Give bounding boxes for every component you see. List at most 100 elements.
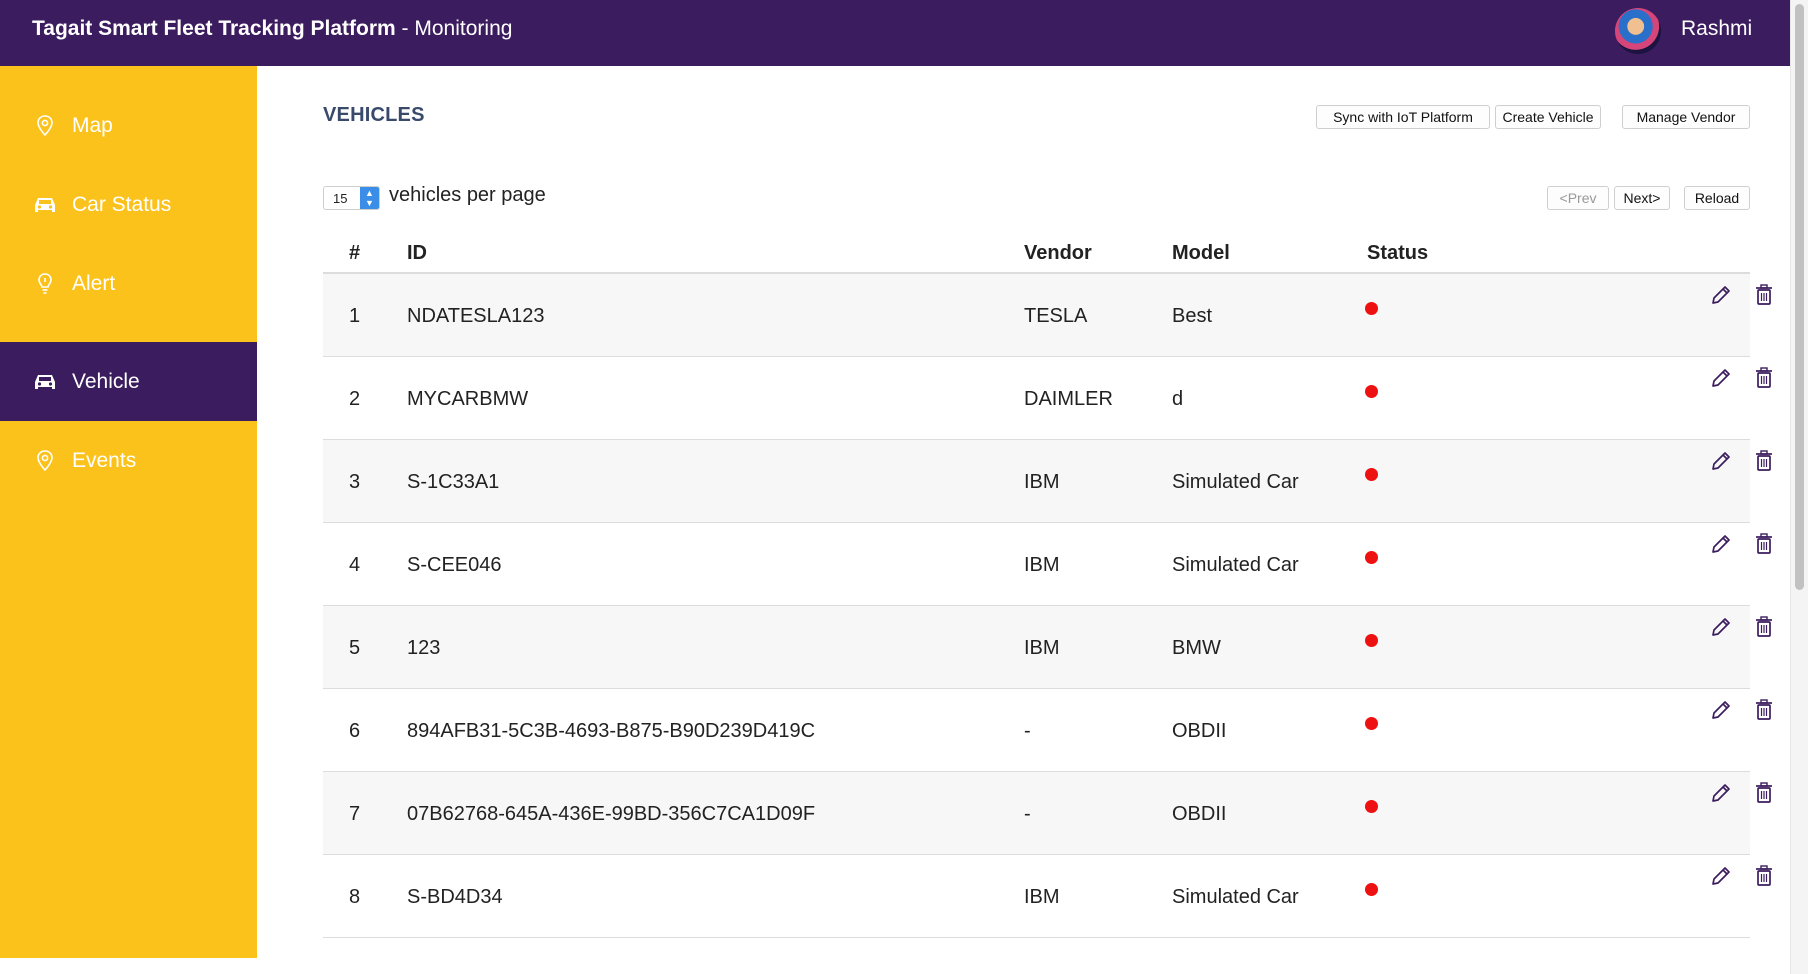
delete-trash-icon[interactable] bbox=[1751, 614, 1777, 640]
delete-trash-icon[interactable] bbox=[1751, 531, 1777, 557]
page-bottom bbox=[0, 958, 1790, 974]
vehicle-vendor: IBM bbox=[1024, 886, 1060, 908]
vehicle-id: NDATESLA123 bbox=[407, 305, 545, 327]
prev-page-button[interactable]: <Prev bbox=[1547, 186, 1609, 210]
vehicle-vendor: IBM bbox=[1024, 554, 1060, 576]
vehicle-id: 123 bbox=[407, 637, 441, 659]
row-number: 3 bbox=[349, 471, 361, 493]
edit-pencil-icon[interactable] bbox=[1708, 448, 1734, 474]
column-header-vendor[interactable]: Vendor bbox=[1024, 242, 1092, 264]
vehicle-model: OBDII bbox=[1172, 720, 1227, 742]
vehicle-id: 894AFB31-5C3B-4693-B875-B90D239D419C bbox=[407, 720, 816, 742]
per-page-select[interactable]: 15 ▲ ▼ bbox=[323, 186, 380, 210]
vehicle-model: OBDII bbox=[1172, 803, 1227, 825]
sidebar-item-label: Vehicle bbox=[72, 370, 140, 393]
top-header: Tagait Smart Fleet Tracking Platform - M… bbox=[0, 0, 1790, 66]
status-dot-indicator bbox=[1365, 883, 1378, 896]
vehicle-model: Simulated Car bbox=[1172, 554, 1299, 576]
sidebar-item-vehicle[interactable]: Vehicle bbox=[0, 342, 257, 421]
sidebar-item-map[interactable]: Map bbox=[0, 86, 257, 165]
user-avatar[interactable] bbox=[1615, 8, 1661, 54]
table-row[interactable]: 6 894AFB31-5C3B-4693-B875-B90D239D419C - OB… bbox=[323, 689, 1772, 772]
edit-pencil-icon[interactable] bbox=[1708, 697, 1734, 723]
main-content: VEHICLES Sync with IoT Platform Create V… bbox=[257, 66, 1790, 958]
table-row[interactable]: 1 NDATESLA123 TESLA Best bbox=[323, 274, 1772, 357]
vehicle-vendor: IBM bbox=[1024, 471, 1060, 493]
sidebar-item-label: Map bbox=[72, 114, 113, 137]
delete-trash-icon[interactable] bbox=[1751, 697, 1777, 723]
column-header-num[interactable]: # bbox=[349, 242, 361, 264]
delete-trash-icon[interactable] bbox=[1751, 780, 1777, 806]
row-number: 7 bbox=[349, 803, 361, 825]
edit-pencil-icon[interactable] bbox=[1708, 531, 1734, 557]
next-page-button[interactable]: Next> bbox=[1614, 186, 1670, 210]
car-icon bbox=[35, 198, 55, 212]
edit-pencil-icon[interactable] bbox=[1708, 365, 1734, 391]
sidebar-item-label: Events bbox=[72, 449, 137, 472]
table-row[interactable]: 4 S-CEE046 IBM Simulated Car bbox=[323, 523, 1772, 606]
delete-trash-icon[interactable] bbox=[1751, 863, 1777, 889]
row-number: 6 bbox=[349, 720, 361, 742]
delete-trash-icon[interactable] bbox=[1751, 282, 1777, 308]
row-number: 4 bbox=[349, 554, 361, 576]
column-header-model[interactable]: Model bbox=[1172, 242, 1230, 264]
status-dot-indicator bbox=[1365, 800, 1378, 813]
status-dot-indicator bbox=[1365, 302, 1378, 315]
map-pin-icon bbox=[37, 115, 53, 137]
edit-pencil-icon[interactable] bbox=[1708, 614, 1734, 640]
sync-iot-button[interactable]: Sync with IoT Platform bbox=[1316, 105, 1490, 129]
alert-bulb-icon bbox=[38, 273, 52, 294]
sidebar-item-label: Car Status bbox=[72, 193, 172, 216]
vehicle-vendor: IBM bbox=[1024, 637, 1060, 659]
chevron-up-down-icon: ▲ ▼ bbox=[360, 187, 379, 209]
section-name: - Monitoring bbox=[395, 17, 513, 40]
status-dot-indicator bbox=[1365, 551, 1378, 564]
column-header-status[interactable]: Status bbox=[1367, 242, 1429, 264]
sidebar: Map Car Status Alert Vehicle Events bbox=[0, 66, 257, 958]
create-vehicle-button[interactable]: Create Vehicle bbox=[1495, 105, 1601, 129]
reload-button[interactable]: Reload bbox=[1684, 186, 1750, 210]
vehicle-model: BMW bbox=[1172, 637, 1221, 659]
vehicle-model: d bbox=[1172, 388, 1184, 410]
sidebar-item-alert[interactable]: Alert bbox=[0, 244, 257, 323]
user-name[interactable]: Rashmi bbox=[1681, 17, 1753, 40]
edit-pencil-icon[interactable] bbox=[1708, 863, 1734, 889]
per-page-label: vehicles per page bbox=[389, 184, 546, 206]
vehicle-vendor: - bbox=[1024, 720, 1031, 742]
status-dot-indicator bbox=[1365, 717, 1378, 730]
status-dot-indicator bbox=[1365, 385, 1378, 398]
status-dot-indicator bbox=[1365, 468, 1378, 481]
car-icon bbox=[35, 375, 55, 389]
table-row[interactable]: 7 07B62768-645A-436E-99BD-356C7CA1D09F - OB… bbox=[323, 772, 1772, 855]
edit-pencil-icon[interactable] bbox=[1708, 780, 1734, 806]
column-header-id[interactable]: ID bbox=[407, 242, 427, 264]
row-number: 5 bbox=[349, 637, 361, 659]
manage-vendor-button[interactable]: Manage Vendor bbox=[1622, 105, 1750, 129]
vehicle-model: Simulated Car bbox=[1172, 886, 1299, 908]
scrollbar-thumb[interactable] bbox=[1795, 4, 1804, 590]
vehicle-vendor: DAIMLER bbox=[1024, 388, 1113, 410]
map-pin-icon bbox=[37, 450, 53, 472]
app-title: Tagait Smart Fleet Tracking Platform - M… bbox=[32, 17, 512, 41]
vehicle-id: S-BD4D34 bbox=[407, 886, 503, 908]
table-row[interactable]: 8 S-BD4D34 IBM Simulated Car bbox=[323, 855, 1772, 938]
table-row[interactable]: 5 123 IBM BMW bbox=[323, 606, 1772, 689]
delete-trash-icon[interactable] bbox=[1751, 448, 1777, 474]
vehicle-id: 07B62768-645A-436E-99BD-356C7CA1D09F bbox=[407, 803, 816, 825]
per-page-value: 15 bbox=[333, 191, 348, 206]
table-row[interactable]: 2 MYCARBMW DAIMLER d bbox=[323, 357, 1772, 440]
delete-trash-icon[interactable] bbox=[1751, 365, 1777, 391]
vehicle-vendor: - bbox=[1024, 803, 1031, 825]
table-row[interactable]: 3 S-1C33A1 IBM Simulated Car bbox=[323, 440, 1772, 523]
status-dot-indicator bbox=[1365, 634, 1378, 647]
row-number: 1 bbox=[349, 305, 361, 327]
sidebar-item-label: Alert bbox=[72, 272, 116, 295]
page-title: VEHICLES bbox=[323, 104, 425, 126]
sidebar-item-car-status[interactable]: Car Status bbox=[0, 165, 257, 244]
sidebar-item-events[interactable]: Events bbox=[0, 421, 257, 500]
app-name: Tagait Smart Fleet Tracking Platform bbox=[32, 17, 396, 40]
vehicle-id: S-1C33A1 bbox=[407, 471, 500, 493]
row-number: 8 bbox=[349, 886, 361, 908]
table-header: # ID Vendor Model Status bbox=[323, 234, 1750, 274]
edit-pencil-icon[interactable] bbox=[1708, 282, 1734, 308]
